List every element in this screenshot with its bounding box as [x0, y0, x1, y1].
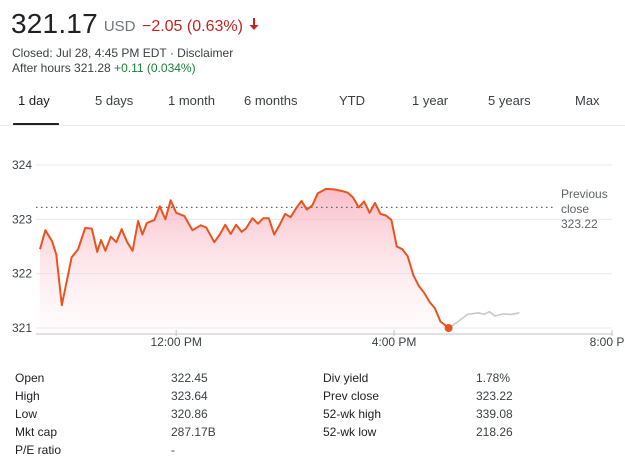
after-hours-line: After hours 321.28 +0.11 (0.034%): [12, 61, 196, 75]
tab-1-month[interactable]: 1 month: [168, 93, 215, 108]
tab-1-day[interactable]: 1 day: [18, 93, 50, 108]
regular-session-line: [39, 187, 450, 329]
previous-close-label: close: [561, 202, 589, 216]
x-tick-label: 8:00 PM: [590, 335, 625, 349]
price-change: −2.05 (0.63%): [141, 18, 243, 35]
x-tick-label: 12:00 PM: [151, 335, 202, 349]
after-hours-change: +0.11 (0.034%): [114, 61, 196, 75]
stat-label: P/E ratio: [15, 443, 62, 457]
tab-1-year[interactable]: 1 year: [412, 93, 449, 108]
stat-label: High: [15, 389, 40, 403]
range-tabs: 1 day 5 days 1 month 6 months YTD 1 year…: [0, 93, 625, 127]
stat-value: 339.08: [476, 407, 513, 421]
y-tick-label: 321: [12, 321, 32, 335]
previous-close-label: Previous: [561, 187, 608, 201]
tab-ytd[interactable]: YTD: [339, 93, 365, 108]
x-tick-label: 4:00 PM: [372, 335, 417, 349]
stat-value: 322.45: [171, 371, 208, 385]
currency-label: USD: [103, 18, 136, 35]
stat-row: Open 322.45 Div yield 1.78%: [0, 371, 625, 389]
stat-value: 287.17B: [171, 425, 216, 439]
stat-value: 320.86: [171, 407, 208, 421]
stat-label: Low: [15, 407, 38, 421]
previous-close-value: 323.22: [561, 217, 598, 231]
arrow-down-icon: [249, 17, 259, 35]
y-tick-label: 323: [12, 212, 32, 226]
price-chart[interactable]: 321 322 323 324 12:00 PM 4:00 PM 8:00 PM Previo…: [0, 150, 625, 360]
stat-value: 1.78%: [476, 371, 511, 385]
tab-max[interactable]: Max: [575, 93, 600, 108]
closed-status: Closed: Jul 28, 4:45 PM EDT · Disclaimer: [12, 46, 234, 60]
tab-5-days[interactable]: 5 days: [95, 93, 134, 108]
stat-row: High 323.64 Prev close 323.22: [0, 389, 625, 407]
y-tick-label: 322: [12, 267, 32, 281]
price-row: 321.17 USD −2.05 (0.63%): [11, 8, 259, 40]
stat-label: 52-wk low: [323, 425, 377, 439]
stat-row: Mkt cap 287.17B 52-wk low 218.26: [0, 425, 625, 443]
active-tab-indicator: [13, 123, 59, 126]
stat-label: Div yield: [323, 371, 369, 385]
stat-label: 52-wk high: [323, 407, 382, 421]
stat-label: Prev close: [323, 389, 380, 403]
after-hours-label: After hours 321.28: [12, 61, 111, 75]
tab-6-months[interactable]: 6 months: [244, 93, 298, 108]
stock-price: 321.17: [11, 8, 98, 39]
stat-label: Open: [15, 371, 45, 385]
stat-value: 323.22: [476, 389, 513, 403]
stat-value: 218.26: [476, 425, 513, 439]
stat-label: Mkt cap: [15, 425, 58, 439]
stat-value: 323.64: [171, 389, 208, 403]
y-tick-label: 324: [12, 158, 32, 172]
price-area-fill: [40, 188, 449, 334]
tabs-divider: [0, 125, 625, 126]
last-price-dot: [444, 324, 453, 332]
after-hours-line: [448, 310, 520, 329]
tab-5-years[interactable]: 5 years: [488, 93, 531, 108]
stat-row: Low 320.86 52-wk high 339.08: [0, 407, 625, 425]
stat-row: P/E ratio -: [0, 443, 625, 461]
stat-value: -: [171, 443, 175, 457]
